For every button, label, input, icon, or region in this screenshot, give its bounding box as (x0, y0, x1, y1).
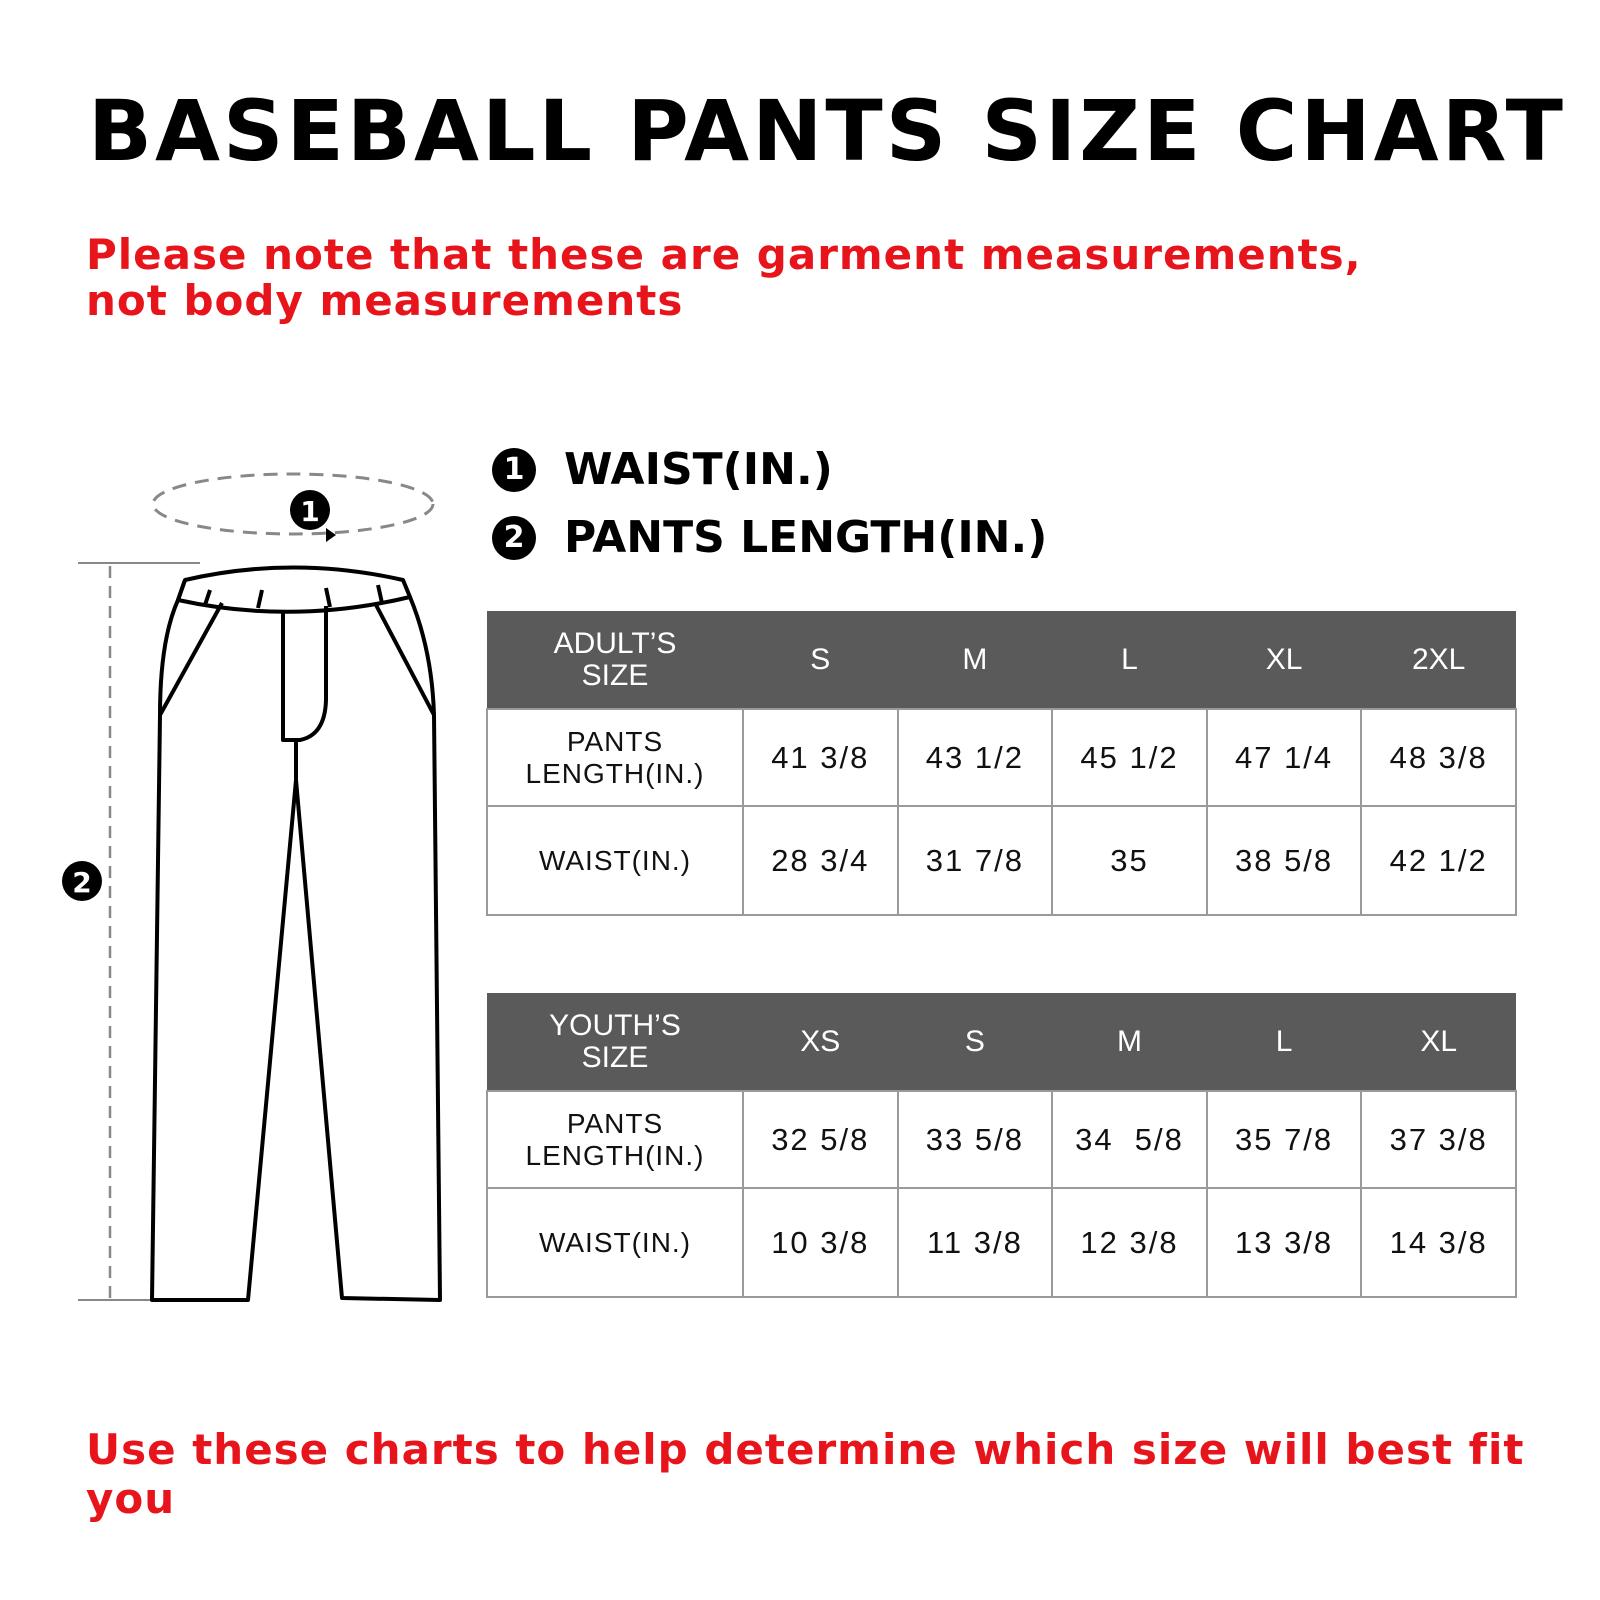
table-cell: 31 7/8 (896, 805, 1054, 916)
garment-note: Please note that these are garment measu… (86, 230, 1362, 325)
header-cell: XL (1206, 611, 1362, 709)
header-cell: S (743, 611, 898, 709)
table-header: YOUTH’S SIZE XS S M L XL (487, 993, 1516, 1091)
pants-diagram: 1 2 (62, 472, 442, 1302)
table-header: ADULT’S SIZE S M L XL 2XL (487, 611, 1516, 709)
number-2-icon: 2 (492, 515, 536, 560)
table-row: WAIST(IN.) 10 3/8 11 3/8 12 3/8 13 3/8 1… (486, 1187, 1517, 1298)
arrow-icon (326, 528, 336, 542)
row-label: WAIST(IN.) (486, 1187, 744, 1298)
waist-marker: 1 (300, 495, 319, 528)
header-cell: XL (1361, 993, 1516, 1091)
header-cell: ADULT’S SIZE (487, 611, 743, 709)
length-marker: 2 (72, 866, 91, 899)
youth-size-table: YOUTH’S SIZE XS S M L XL PANTS LENGTH(IN… (486, 993, 1517, 1298)
waist-measure-ellipse (151, 472, 435, 536)
header-cell: YOUTH’S SIZE (487, 993, 743, 1091)
header-cell: S (897, 993, 1053, 1091)
number-1-icon: 1 (492, 447, 536, 492)
table-cell: 32 5/8 (742, 1090, 899, 1189)
length-marker-icon (62, 861, 102, 901)
table-cell: 47 1/4 (1205, 708, 1363, 807)
table-cell: 48 3/8 (1360, 708, 1517, 807)
table-cell: 11 3/8 (896, 1187, 1054, 1298)
table-row: PANTS LENGTH(IN.) 32 5/8 33 5/8 34 5/8 3… (486, 1090, 1517, 1189)
page-title: BASEBALL PANTS SIZE CHART (88, 82, 1566, 180)
waist-marker-icon (290, 490, 330, 530)
row-label: WAIST(IN.) (486, 805, 744, 916)
header-cell: L (1052, 611, 1207, 709)
table-cell: 13 3/8 (1205, 1187, 1363, 1298)
table-row: PANTS LENGTH(IN.) 41 3/8 43 1/2 45 1/2 4… (486, 708, 1517, 807)
header-cell: 2XL (1361, 611, 1516, 709)
header-cell: L (1206, 993, 1362, 1091)
header-cell: M (1052, 993, 1207, 1091)
legend-waist: 1 WAIST(IN.) (492, 444, 833, 495)
legend-label: WAIST(IN.) (564, 444, 833, 495)
table-cell: 45 1/2 (1051, 708, 1208, 807)
table-cell: 12 3/8 (1051, 1187, 1208, 1298)
table-row: WAIST(IN.) 28 3/4 31 7/8 35 38 5/8 42 1/… (486, 805, 1517, 916)
header-cell: XS (743, 993, 898, 1091)
table-cell: 41 3/8 (742, 708, 899, 807)
table-cell: 35 7/8 (1205, 1090, 1363, 1189)
table-cell: 43 1/2 (896, 708, 1054, 807)
row-label: PANTS LENGTH(IN.) (486, 1090, 744, 1189)
table-cell: 34 5/8 (1051, 1090, 1208, 1189)
adult-size-table: ADULT’S SIZE S M L XL 2XL PANTS LENGTH(I… (486, 611, 1517, 916)
table-cell: 10 3/8 (742, 1187, 899, 1298)
row-label: PANTS LENGTH(IN.) (486, 708, 744, 807)
table-cell: 33 5/8 (896, 1090, 1054, 1189)
table-cell: 42 1/2 (1360, 805, 1517, 916)
table-cell: 14 3/8 (1360, 1187, 1517, 1298)
legend-label: PANTS LENGTH(IN.) (564, 512, 1048, 563)
table-cell: 35 (1051, 805, 1208, 916)
fit-note: Use these charts to help determine which… (86, 1425, 1525, 1523)
header-cell: M (897, 611, 1053, 709)
legend-pants-length: 2 PANTS LENGTH(IN.) (492, 512, 1047, 563)
table-cell: 28 3/4 (742, 805, 899, 916)
table-cell: 37 3/8 (1360, 1090, 1517, 1189)
table-cell: 38 5/8 (1205, 805, 1363, 916)
